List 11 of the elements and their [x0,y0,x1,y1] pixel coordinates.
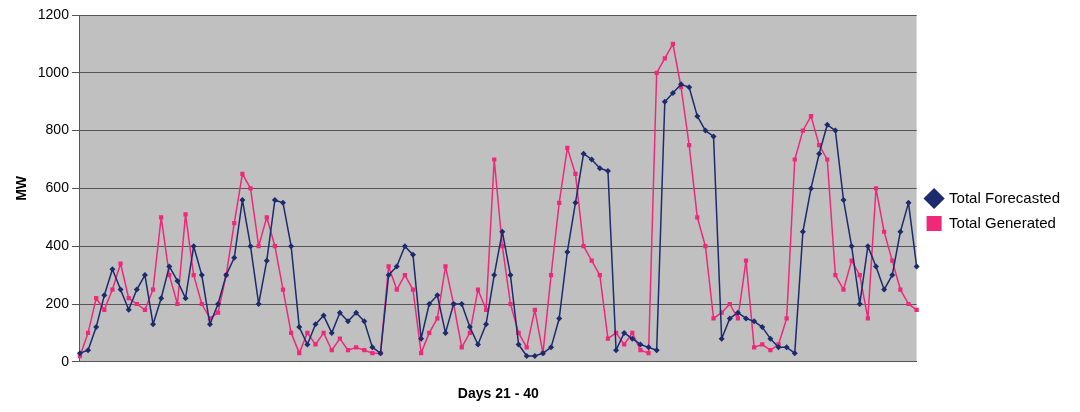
y-axis-title: MW [13,175,30,201]
y-tick-label: 400 [45,237,70,254]
legend-label: Total Forecasted [949,188,1060,206]
y-tick-label: 200 [45,294,70,311]
legend-label: Total Generated [949,213,1056,231]
y-tick-label: 1000 [37,63,70,80]
y-tick-label: 600 [45,179,70,196]
y-tick-label: 1200 [37,5,70,22]
x-axis-title: Days 21 - 40 [457,385,539,402]
y-tick-label: 0 [61,352,70,369]
y-tick-label: 800 [45,121,70,138]
